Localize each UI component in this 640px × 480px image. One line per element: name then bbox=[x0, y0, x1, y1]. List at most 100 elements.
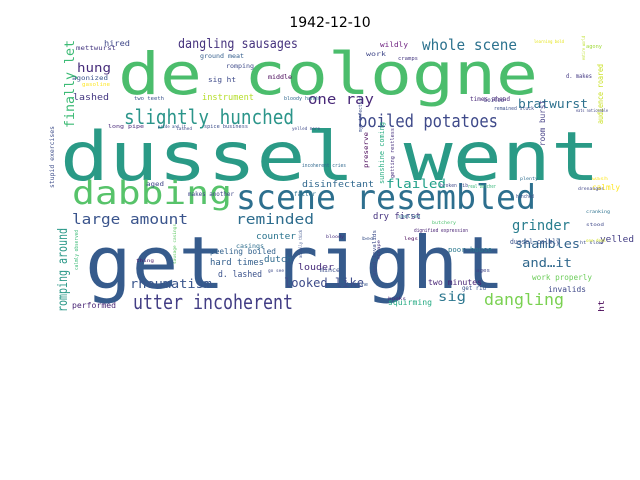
word-bloody-hands: bloody hands bbox=[284, 96, 320, 102]
word-performed: performed bbox=[72, 301, 116, 310]
word-plenty: plenty bbox=[520, 176, 539, 181]
word-de-cologne: de cologne bbox=[118, 40, 538, 108]
word-wash: wash bbox=[592, 176, 609, 181]
word-ages: ages bbox=[476, 268, 490, 274]
word-sig-ht: sig ht bbox=[208, 76, 236, 84]
word-hunched: hunched bbox=[516, 194, 534, 200]
word-myr-infection: myr infection bbox=[358, 96, 364, 132]
word-cranking: cranking bbox=[586, 209, 611, 214]
word-middle: middle bbox=[268, 74, 292, 81]
word-dussel-went: dussel went bbox=[60, 118, 600, 197]
word-poor-house: poor-house bbox=[448, 246, 492, 254]
word-spelled: spelled bbox=[398, 214, 420, 220]
word-dussel-calmly: dussel calmly bbox=[510, 238, 560, 246]
word-dutch: dutch bbox=[264, 255, 292, 265]
word-rheumatism: rheumatism bbox=[130, 277, 212, 291]
word-two-minutes: two minutes bbox=[428, 278, 482, 287]
word-calmly: calmly bbox=[592, 183, 620, 192]
word-disinfectant: disinfectant bbox=[302, 180, 374, 190]
word-louder: louder bbox=[298, 263, 335, 273]
word-stood: stood bbox=[586, 222, 605, 227]
word-utter-incoherent: utter incoherent bbox=[133, 290, 293, 314]
word-slightly-hunched: slightly hunched bbox=[124, 105, 294, 129]
word-two-teeth: two teeth bbox=[134, 96, 164, 102]
word-lashed: lashed bbox=[73, 93, 109, 103]
word-sausage-casings: sausage casings bbox=[172, 223, 177, 264]
word-sig: sig bbox=[438, 290, 466, 305]
word-go-see: go see bbox=[268, 268, 285, 273]
word-flailed: flailed bbox=[386, 177, 446, 191]
word-room-burst: room burst bbox=[538, 100, 547, 146]
word-reminded: reminded bbox=[236, 212, 314, 228]
word-actually-thick: actually thick bbox=[298, 230, 303, 258]
word-hired: hired bbox=[104, 39, 130, 48]
word-agonized: agonized bbox=[72, 75, 108, 82]
word-cramps: cramps bbox=[398, 56, 418, 62]
word-legs: legs bbox=[404, 236, 419, 241]
word-squirming: squirming bbox=[388, 298, 432, 307]
word-stupid-exercises: stupid exercises bbox=[49, 126, 56, 188]
word-instrument: instrument bbox=[202, 93, 254, 103]
word-yelled: yelled bbox=[600, 235, 634, 245]
word-boiled: boiled bbox=[484, 97, 504, 104]
word-times-ahead: times ahead bbox=[470, 96, 510, 103]
word-entire-world: entire world bbox=[581, 36, 586, 60]
word-bratwurst: bratwurst bbox=[518, 97, 588, 111]
word-dangling-sausages: dangling sausages bbox=[178, 37, 298, 52]
word-hard-times: hard times bbox=[210, 258, 264, 268]
word-aged-invalids: aged invalids bbox=[372, 230, 378, 276]
word-fatter: fatter bbox=[294, 191, 316, 198]
word-ht: ht bbox=[597, 300, 606, 312]
word-dangling: dangling bbox=[484, 290, 564, 309]
word-butchery: butchery bbox=[432, 220, 457, 225]
word-remained-stuck: remained stuck bbox=[494, 106, 534, 112]
word-work: work bbox=[366, 51, 387, 58]
word-learning-bold: learning bold bbox=[534, 39, 565, 44]
word-preserve: preserve bbox=[363, 132, 370, 168]
word-boiled-potatoes: boiled potatoes bbox=[358, 111, 498, 132]
word-hooks: hooks bbox=[388, 296, 407, 301]
word-counter: counter bbox=[256, 232, 297, 242]
word-dignified-expression: dignified expression bbox=[414, 228, 468, 234]
word-looked-like: looked like bbox=[284, 276, 364, 290]
word-one-ray: one ray bbox=[308, 92, 374, 108]
word-getting-restless: getting restless bbox=[390, 128, 396, 178]
word-resembled-one: resembled one bbox=[328, 282, 368, 288]
word-mince: mince bbox=[320, 267, 340, 274]
word-long-pipe: long pipe bbox=[108, 124, 144, 130]
word-scene-resembled: scene resembled bbox=[236, 178, 536, 218]
word-cloud: dussel went get right de cologne scene rese… bbox=[49, 36, 634, 314]
word-d-makes: d. makes bbox=[566, 73, 592, 80]
word-aged: aged bbox=[146, 181, 164, 188]
word-bloody: bloody bbox=[326, 234, 345, 239]
word-and-it: and…it bbox=[522, 256, 572, 270]
word-finally-let: finally let bbox=[63, 40, 78, 128]
word-drenanges: drenanges bbox=[578, 186, 605, 191]
word-wildly: wildly bbox=[380, 41, 408, 49]
word-casings: casings bbox=[236, 243, 264, 250]
word-spice-business: spice business bbox=[204, 124, 248, 130]
word-real-butcher: real butcher bbox=[468, 184, 496, 190]
word-eats-noticeable: eats noticeable bbox=[576, 108, 609, 113]
word-d-lashed: d. lashed bbox=[218, 270, 262, 280]
word-shambles: shambles bbox=[515, 237, 580, 251]
word-agony: agony bbox=[586, 44, 602, 50]
word-sunshine-coming: sunshine coming bbox=[378, 122, 386, 184]
word-romping: romping bbox=[226, 63, 254, 70]
word-peeling-boiled: peeling boiled bbox=[210, 247, 276, 256]
word-mettwurst: mettwurst bbox=[76, 45, 116, 52]
word-bed: bed bbox=[362, 236, 375, 241]
word-yelled-more: yelled more bbox=[292, 126, 321, 131]
word-thing: thing bbox=[136, 258, 155, 263]
word-broken-rib: broken rib bbox=[440, 183, 468, 189]
word-incoherent-cries: incoherent cries bbox=[302, 163, 346, 169]
word-gasoline: gasoline bbox=[82, 82, 110, 88]
word-invalids: invalids bbox=[548, 285, 586, 294]
word-audience-roared: audience roared bbox=[596, 64, 605, 124]
word-grinder: grinder bbox=[512, 218, 570, 234]
word-large-amount: large amount bbox=[72, 212, 188, 228]
word-lashed: lashed bbox=[176, 126, 193, 131]
word-hung: hung bbox=[77, 61, 111, 75]
word-get-rid: get rid bbox=[462, 285, 486, 292]
